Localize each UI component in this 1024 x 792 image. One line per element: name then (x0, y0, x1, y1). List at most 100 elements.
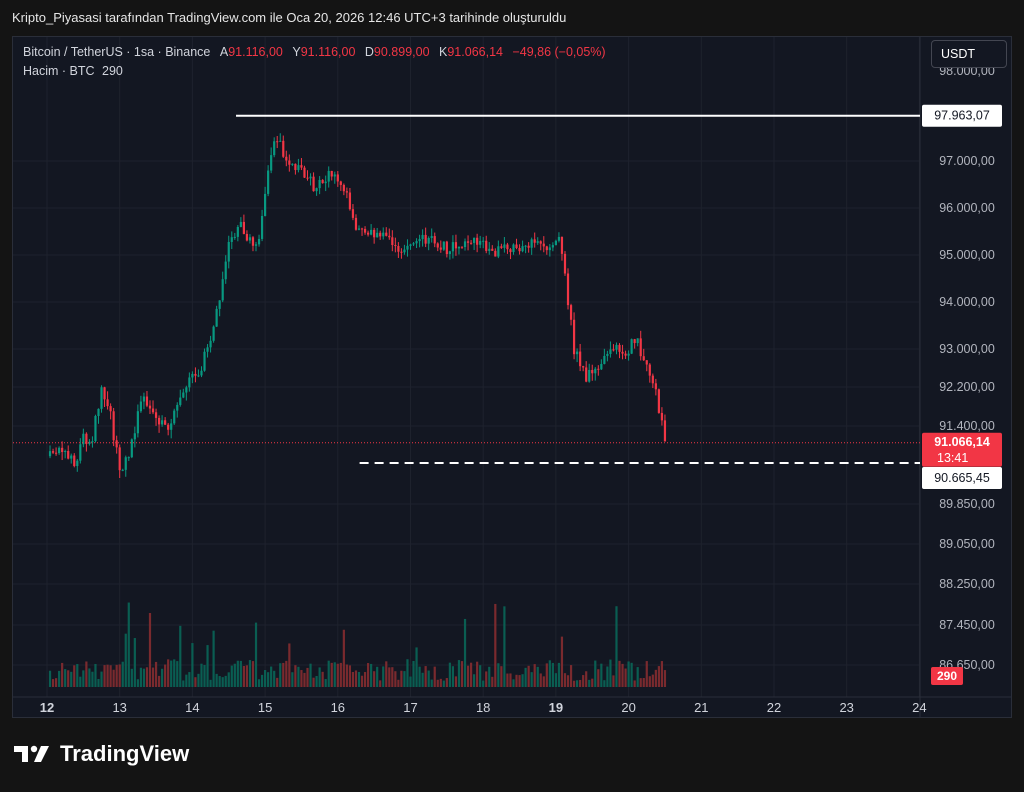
volume-bar (391, 667, 394, 687)
candle-body (118, 447, 121, 471)
time-tick-label: 12 (40, 700, 54, 715)
volume-bar (594, 660, 597, 687)
volume-bar (394, 671, 397, 687)
candle-body (124, 457, 127, 470)
support-label: 90.665,45 (934, 471, 990, 485)
candle-body (427, 237, 430, 244)
candle-body (448, 251, 451, 255)
volume-bar (157, 675, 161, 687)
currency-button[interactable]: USDT (931, 40, 1007, 68)
volume-bar (566, 675, 570, 687)
volume-bar (148, 612, 152, 687)
candle-body (591, 369, 594, 374)
volume-bar (588, 679, 591, 687)
volume-bar (324, 679, 327, 687)
price-tick-label: 91.400,00 (939, 419, 995, 433)
candle-body (491, 248, 494, 251)
candle-body (642, 356, 645, 361)
candle-body (154, 412, 158, 418)
candle-body (312, 176, 315, 192)
candle-body (515, 244, 518, 249)
candle-body (164, 420, 167, 425)
volume-bar (51, 679, 55, 687)
candle-body (597, 368, 600, 370)
candle-body (288, 160, 291, 165)
volume-bar (645, 661, 648, 687)
volume-bar (300, 670, 303, 687)
candle-body (600, 363, 603, 370)
volume-bar (227, 672, 230, 687)
candle-body (342, 184, 345, 192)
candle-body (151, 408, 155, 413)
candle-body (585, 367, 588, 382)
candle-body (51, 451, 55, 453)
candle-body (618, 344, 621, 352)
time-tick-label: 24 (912, 700, 926, 715)
candle-body (645, 360, 648, 365)
candle-body (197, 375, 200, 377)
volume-bar (315, 676, 318, 687)
volume-bar (276, 677, 279, 687)
volume-bar (366, 663, 370, 687)
volume-bar (333, 662, 336, 687)
candle-body (303, 167, 306, 178)
volume-bar (615, 606, 618, 687)
volume-bar (648, 676, 651, 687)
candle-body (300, 165, 303, 168)
candle-body (651, 375, 654, 384)
candle-body (615, 344, 618, 350)
candle-body (82, 433, 85, 445)
volume-bar (357, 671, 361, 687)
volume-bar (115, 664, 118, 687)
volume-bar (230, 665, 233, 687)
volume-bar (161, 668, 164, 687)
candle-body (566, 273, 570, 306)
candle-body (536, 241, 539, 243)
price-chart[interactable]: 97.000,00 96.000,00 95.000,00 94.000,00 93.0… (13, 37, 1012, 718)
candle-body (330, 170, 333, 177)
candle-body (73, 455, 76, 467)
volume-bar (318, 667, 321, 687)
volume-bar (224, 675, 227, 687)
candle-body (415, 241, 418, 244)
candle-body (306, 177, 309, 179)
candle-body (609, 349, 612, 354)
volume-bar (609, 659, 612, 687)
volume-bar (257, 679, 261, 687)
candle-body (176, 404, 179, 411)
candle-body (576, 351, 579, 355)
candle-body (251, 237, 255, 246)
volume-bar (106, 664, 109, 687)
candle-body (291, 163, 294, 165)
candle-body (161, 420, 164, 425)
time-tick-label: 13 (112, 700, 126, 715)
candle-body (209, 340, 212, 348)
volume-bar (545, 663, 548, 687)
price-tick-label: 88.250,00 (939, 577, 995, 591)
candle-body (391, 237, 394, 246)
volume-bar (412, 660, 415, 687)
volume-bar (133, 638, 136, 687)
low-key: D (364, 45, 374, 59)
last-price-label: 91.066,14 (934, 435, 990, 449)
volume-bar (239, 660, 242, 687)
candle-body (373, 229, 376, 238)
candle-body (509, 249, 512, 253)
candle-body (633, 339, 636, 344)
volume-bar (485, 671, 488, 687)
candle-body (518, 248, 521, 252)
candle-body (521, 246, 524, 252)
candle-body (206, 347, 209, 352)
candle-body (460, 246, 464, 248)
candle-body (500, 246, 503, 248)
volume-bar (245, 665, 249, 687)
candle-body (494, 250, 497, 257)
volume-bar (621, 663, 624, 687)
volume-bar (236, 660, 239, 687)
candle-body (554, 240, 557, 246)
change-value: −49,86 (−0,05%) (512, 45, 606, 59)
candle-body (563, 253, 567, 274)
chart-panel[interactable]: 97.000,00 96.000,00 95.000,00 94.000,00 93.0… (12, 36, 1012, 718)
candle-body (627, 353, 630, 356)
candle-body (58, 447, 61, 454)
